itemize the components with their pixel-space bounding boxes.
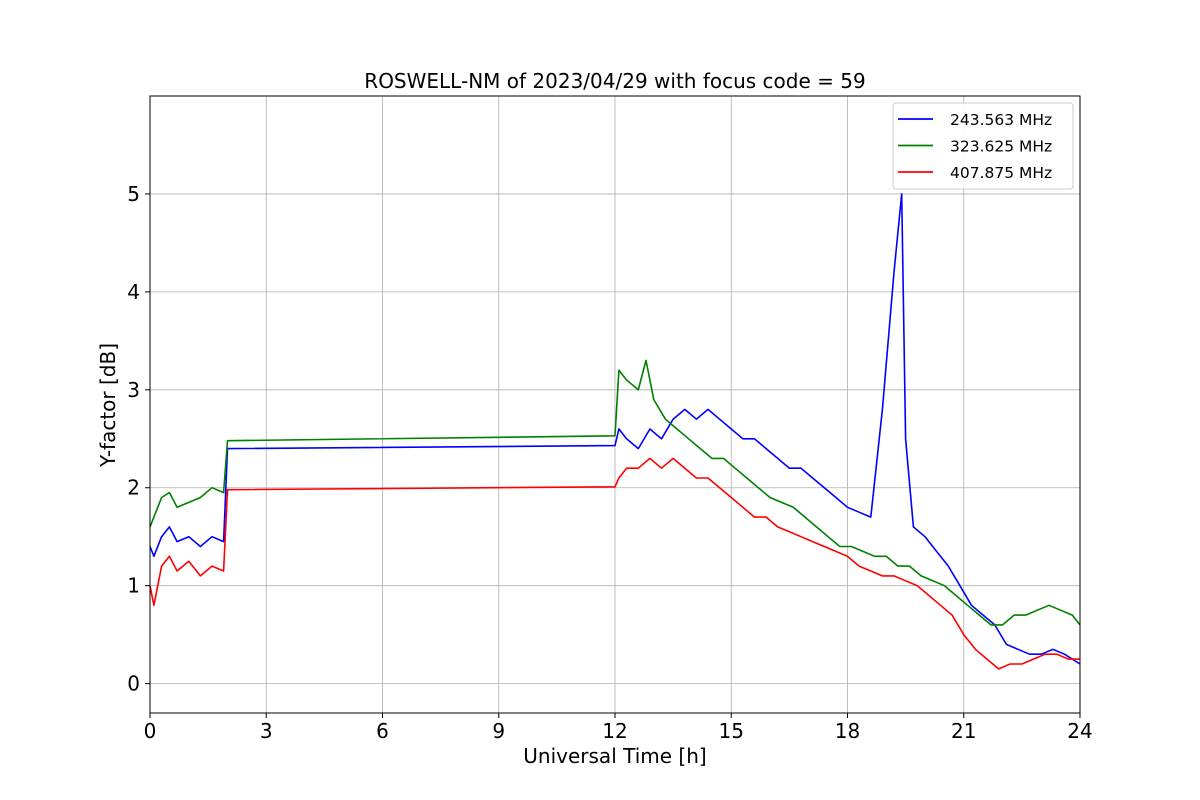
y-tick-label: 5 xyxy=(127,182,140,206)
y-tick-label: 4 xyxy=(127,280,140,304)
chart-title: ROSWELL-NM of 2023/04/29 with focus code… xyxy=(364,69,865,93)
x-tick-label: 18 xyxy=(835,719,860,743)
x-tick-label: 6 xyxy=(376,719,389,743)
y-axis-label: Y-factor [dB] xyxy=(96,343,120,468)
x-tick-label: 15 xyxy=(719,719,744,743)
y-tick-label: 1 xyxy=(127,574,140,598)
x-axis-label: Universal Time [h] xyxy=(523,744,706,768)
y-tick-label: 0 xyxy=(127,672,140,696)
legend-label-1: 323.625 MHz xyxy=(950,138,1052,156)
y-tick-label: 3 xyxy=(127,378,140,402)
x-tick-label: 24 xyxy=(1067,719,1092,743)
legend-label-2: 407.875 MHz xyxy=(950,164,1052,182)
x-tick-label: 9 xyxy=(492,719,505,743)
y-tick-label: 2 xyxy=(127,476,140,500)
x-tick-label: 0 xyxy=(144,719,157,743)
chart-figure: ROSWELL-NM of 2023/04/29 with focus code… xyxy=(0,0,1200,800)
x-tick-label: 12 xyxy=(602,719,627,743)
x-tick-label: 21 xyxy=(951,719,976,743)
x-tick-label: 3 xyxy=(260,719,273,743)
legend: 243.563 MHz 323.625 MHz 407.875 MHz xyxy=(893,103,1073,189)
legend-label-0: 243.563 MHz xyxy=(950,111,1052,129)
